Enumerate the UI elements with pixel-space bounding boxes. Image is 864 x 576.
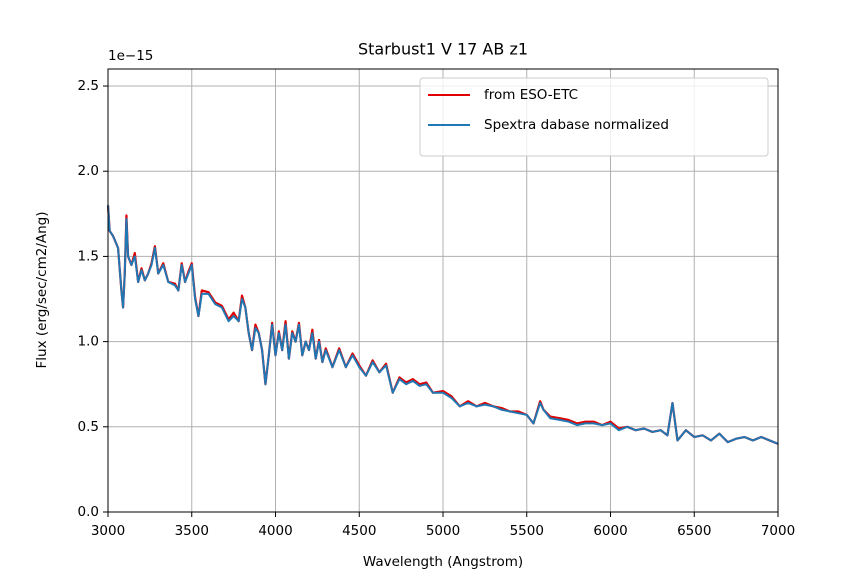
line-series — [107, 205, 779, 445]
x-tick-label: 5000 — [426, 523, 460, 539]
x-tick-label: 5500 — [510, 523, 544, 539]
x-tick-label: 4000 — [258, 523, 292, 539]
y-tick-label: 1.5 — [78, 248, 99, 264]
legend-label: Spextra dabase normalized — [484, 117, 669, 133]
x-tick-label: 4500 — [342, 523, 376, 539]
chart-title: Starbust1 V 17 AB z1 — [358, 40, 528, 59]
y-axis-label: Flux (erg/sec/cm2/Ang) — [34, 211, 50, 368]
x-tick-label: 3500 — [175, 523, 209, 539]
x-tick-label: 7000 — [761, 523, 795, 539]
y-tick-label: 0.5 — [78, 419, 99, 435]
x-axis-label: Wavelength (Angstrom) — [363, 554, 523, 570]
y-tick-label: 2.0 — [78, 163, 99, 179]
legend-box — [419, 77, 769, 157]
x-tick-label: 6000 — [593, 523, 627, 539]
x-tick-label: 3000 — [91, 523, 125, 539]
y-tick-label: 2.5 — [78, 78, 99, 94]
y-tick-label: 0.0 — [78, 504, 99, 520]
legend-label: from ESO-ETC — [484, 87, 578, 103]
plot-frame — [107, 68, 779, 513]
y-tick-label: 1.0 — [78, 334, 99, 350]
x-tick-label: 6500 — [677, 523, 711, 539]
y-offset-label: 1e−15 — [108, 48, 153, 64]
